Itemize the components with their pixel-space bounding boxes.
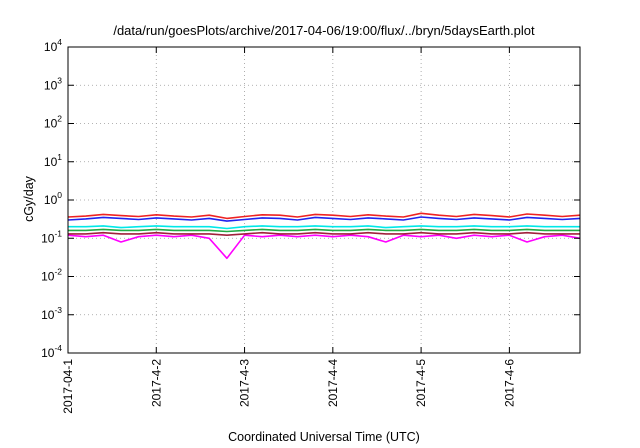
y-tick-label: 103 xyxy=(44,75,62,92)
x-tick-label: 2017-4-3 xyxy=(238,359,252,407)
series-group xyxy=(67,212,581,260)
series-line xyxy=(68,225,580,230)
y-tick-label: 10-1 xyxy=(41,228,62,245)
y-tick-label: 10-2 xyxy=(41,267,62,284)
x-tick-label: 2017-4-2 xyxy=(149,359,163,407)
y-axis-label: cGy/day xyxy=(22,175,36,222)
series-line xyxy=(68,231,580,236)
axis-ticks: 10-4 10-3 10-2 10-1 100 101 102 103 104 2017-04-1… xyxy=(41,37,580,414)
series-line xyxy=(67,212,581,220)
chart-title: /data/run/goesPlots/archive/2017-04-06/1… xyxy=(113,23,535,38)
grid xyxy=(68,47,580,353)
y-tick-label: 10-3 xyxy=(41,305,62,322)
y-tick-label: 101 xyxy=(44,152,62,169)
series-line xyxy=(68,228,580,233)
y-tick-label: 10-4 xyxy=(41,343,62,360)
x-tick-label: 2017-4-4 xyxy=(326,359,340,407)
y-tick-label: 104 xyxy=(44,37,62,54)
plot-frame xyxy=(67,46,581,354)
series-line xyxy=(67,216,581,222)
y-tick-label: 102 xyxy=(44,114,62,131)
x-axis-label: Coordinated Universal Time (UTC) xyxy=(228,430,420,444)
x-tick-label: 2017-4-6 xyxy=(502,359,516,407)
x-tick-label: 2017-4-5 xyxy=(414,359,428,407)
y-tick-label: 100 xyxy=(44,190,62,207)
x-tick-label: 2017-04-1 xyxy=(61,359,75,414)
series-line xyxy=(67,234,581,260)
